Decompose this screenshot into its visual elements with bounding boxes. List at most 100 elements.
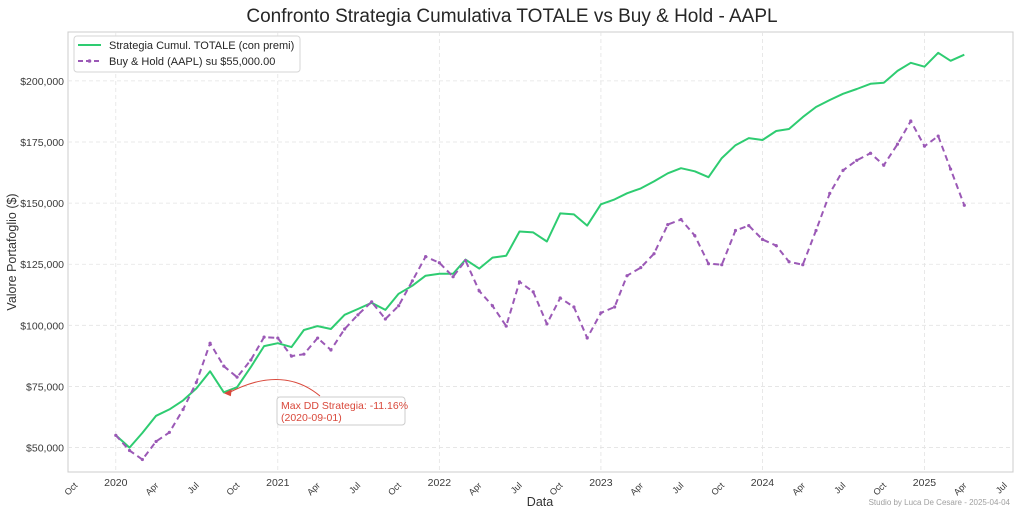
x-tick-label: Jul: [186, 480, 201, 495]
y-axis-label: Valore Portafoglio ($): [5, 193, 19, 310]
x-tick-label: Jul: [670, 480, 685, 495]
series-point-buyhold: [895, 142, 900, 146]
footer-credit: Studio by Luca De Cesare - 2025-04-04: [869, 498, 1011, 507]
annotation-arrow: [227, 378, 321, 397]
x-tick-label: Oct: [225, 480, 242, 497]
annotation-text-line2: (2020-09-01): [281, 412, 342, 424]
series-point-buyhold: [437, 261, 441, 265]
annotation-box: [276, 396, 406, 426]
x-tick-label: 2024: [751, 477, 775, 489]
series-point-buyhold: [747, 224, 751, 228]
annotation-arrowhead: [223, 389, 232, 397]
series-point-buyhold: [679, 217, 683, 222]
x-tick-label: 2023: [589, 477, 613, 489]
series-point-buyhold: [936, 134, 940, 138]
legend-label-buyhold: Buy & Hold (AAPL) su $55,000.00: [109, 56, 275, 68]
series-point-buyhold: [114, 433, 118, 437]
x-tick-label: Oct: [63, 480, 80, 497]
x-tick-label: Apr: [952, 480, 969, 497]
annotation-group: Max DD Strategia: -11.16% (2020-09-01): [223, 378, 408, 426]
series-point-buyhold: [208, 341, 212, 345]
series-line-buyhold: [115, 120, 966, 461]
series-point-buyhold: [922, 144, 927, 148]
x-tick-label: Jul: [509, 480, 524, 495]
series-point-buyhold: [154, 439, 158, 444]
series-point-buyhold: [343, 327, 347, 331]
x-tick-label: 2020: [104, 477, 128, 489]
y-tick-label: $100,000: [20, 320, 64, 332]
plot-area: [67, 31, 1014, 473]
x-tick-label: Apr: [790, 480, 807, 497]
series-point-buyhold: [558, 296, 562, 300]
series-point-buyhold: [370, 300, 374, 304]
y-tick-label: $150,000: [20, 198, 64, 210]
series-point-buyhold: [585, 336, 589, 340]
annotation-text-line1: Max DD Strategia: -11.16%: [281, 400, 408, 412]
legend-label-strategy: Strategia Cumul. TOTALE (con premi): [109, 40, 294, 52]
series-point-buyhold: [463, 258, 468, 263]
x-tick-label: Oct: [709, 480, 726, 497]
series-point-buyhold: [181, 407, 185, 412]
series-point-buyhold: [625, 274, 629, 278]
series-point-buyhold: [948, 167, 953, 171]
series-point-buyhold: [356, 313, 360, 317]
series-point-buyhold: [262, 335, 266, 339]
series-point-buyhold: [235, 375, 239, 379]
series-point-buyhold: [517, 280, 522, 284]
series-point-buyhold: [222, 364, 226, 368]
series-point-buyhold: [477, 289, 481, 293]
x-tick-label: 2025: [913, 477, 937, 489]
series-point-buyhold: [397, 304, 401, 308]
series-point-buyhold: [599, 311, 603, 315]
x-tick-label: Oct: [871, 480, 888, 497]
series-point-buyhold: [424, 255, 428, 259]
series-point-buyhold: [531, 290, 535, 294]
series-point-buyhold: [302, 352, 306, 356]
series-point-buyhold: [814, 228, 818, 233]
x-tick-label: Apr: [628, 480, 645, 497]
x-tick-label: Apr: [144, 480, 161, 497]
series-point-buyhold: [760, 237, 765, 242]
y-tick-label: $200,000: [20, 76, 64, 88]
series-point-buyhold: [693, 234, 697, 238]
series-point-buyhold: [276, 336, 280, 340]
series-point-buyhold: [855, 158, 859, 162]
series-point-buyhold: [127, 448, 132, 453]
series-point-buyhold: [787, 260, 791, 264]
series-point-buyhold: [828, 191, 832, 195]
series-point-buyhold: [962, 203, 966, 207]
series-point-buyhold: [289, 354, 294, 358]
y-tick-label: $125,000: [20, 259, 64, 271]
series-point-buyhold: [652, 252, 656, 256]
x-tick-label: 2021: [266, 477, 290, 489]
series-point-buyhold: [774, 244, 778, 248]
y-axis-ticks: $50,000 $75,000 $100,000 $125,000 $150,000 $1…: [20, 76, 64, 455]
series-point-buyhold: [249, 358, 253, 362]
series-point-buyhold: [882, 163, 886, 167]
series-point-buyhold: [720, 263, 724, 267]
series-point-buyhold: [639, 266, 643, 270]
x-tick-label: Jul: [994, 480, 1009, 495]
series-point-buyhold: [706, 262, 711, 266]
series-point-buyhold: [194, 380, 198, 384]
series-point-buyhold: [316, 336, 320, 340]
series-point-buyhold: [451, 275, 455, 279]
y-tick-label: $50,000: [26, 443, 64, 455]
x-tick-label: 2022: [428, 477, 452, 489]
chart-title: Confronto Strategia Cumulativa TOTALE vs…: [246, 6, 777, 27]
series-point-buyhold: [167, 430, 171, 434]
series-point-buyhold: [545, 322, 549, 326]
series-point-buyhold: [383, 317, 387, 321]
x-tick-label: Apr: [467, 480, 484, 497]
x-tick-label: Jul: [347, 480, 362, 495]
x-tick-label: Apr: [305, 480, 322, 497]
grid: [68, 32, 1013, 472]
series-point-buyhold: [410, 279, 414, 283]
series-point-buyhold: [613, 305, 617, 309]
legend-marker-buyhold: [87, 59, 92, 63]
series-point-buyhold: [801, 263, 805, 267]
series-point-buyhold: [504, 324, 508, 328]
series-point-buyhold: [490, 304, 495, 308]
x-tick-label: Jul: [832, 480, 847, 495]
